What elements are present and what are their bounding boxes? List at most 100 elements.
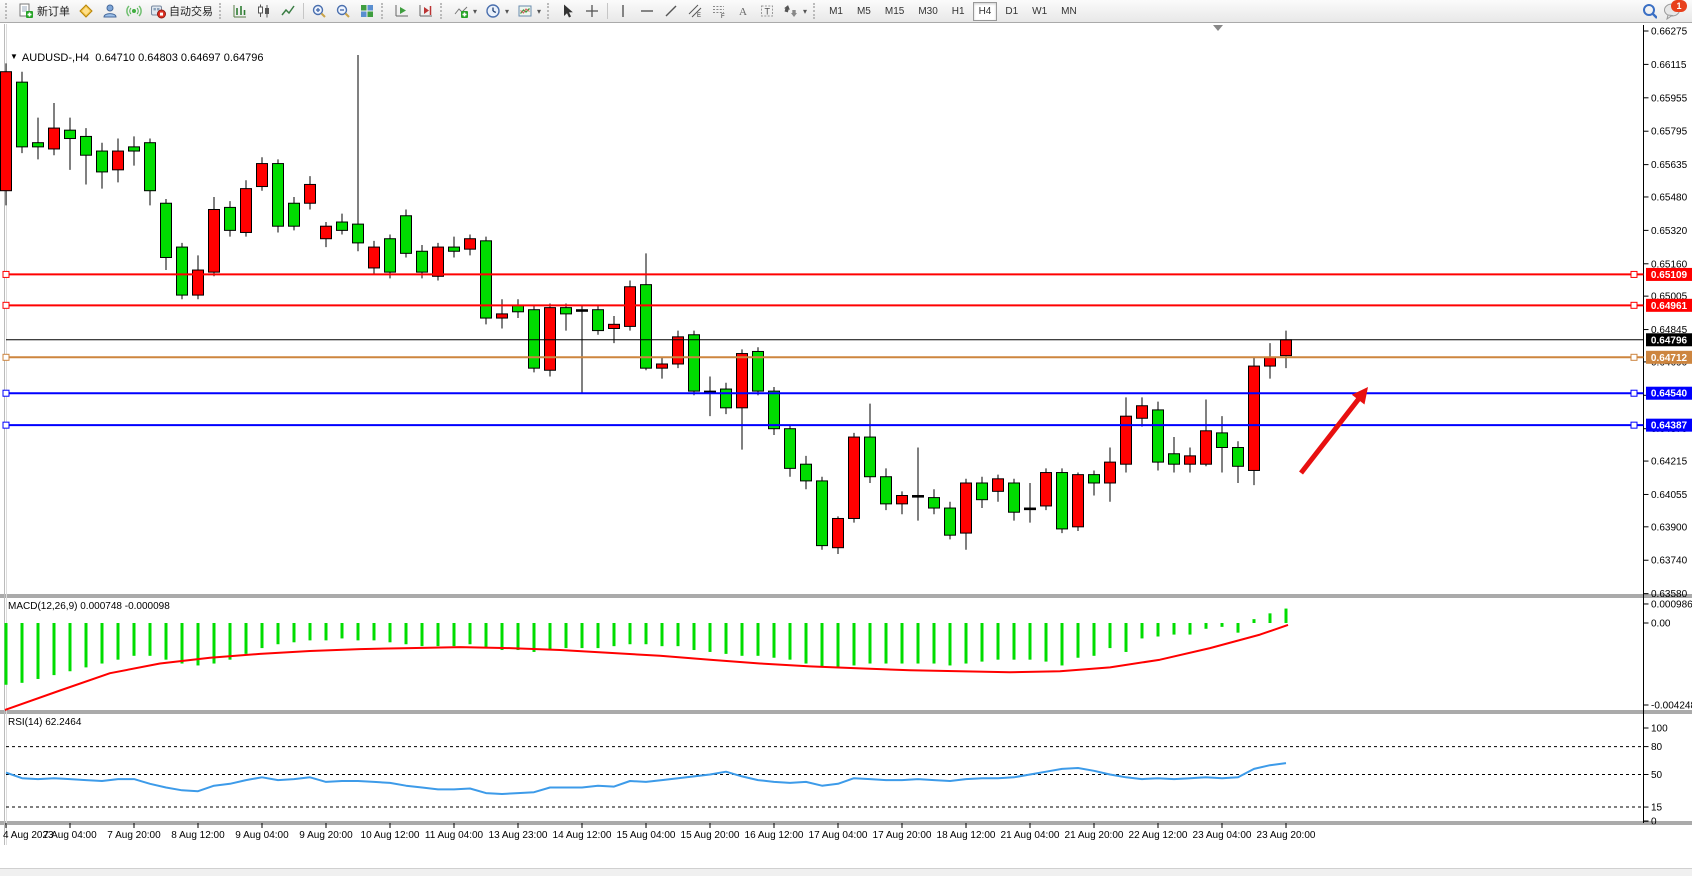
price-tick-label: 0.66115: [1651, 60, 1687, 71]
svg-text:0.64387: 0.64387: [1651, 421, 1688, 432]
timeframe-button-w1[interactable]: W1: [1032, 5, 1048, 17]
timeframe-button-mn[interactable]: MN: [1061, 5, 1077, 17]
candle-bear: [928, 497, 940, 509]
auto-trading-button[interactable]: 自动交易: [146, 1, 217, 22]
candle-bear: [976, 482, 988, 501]
tile-windows-button[interactable]: [355, 1, 379, 22]
arrow-objects-icon: [783, 3, 799, 19]
time-tick-label: 17 Aug 20:00: [873, 830, 932, 841]
candle-bull: [624, 286, 636, 327]
line-chart-mode-button[interactable]: [276, 1, 300, 22]
text-tool-button[interactable]: A: [731, 1, 755, 22]
svg-text:E: E: [697, 13, 701, 19]
cursor-tool-button[interactable]: [556, 1, 580, 22]
macd-tick-label: 0.000986: [1651, 599, 1692, 610]
timeframe-button-h1[interactable]: H1: [951, 5, 965, 17]
search-icon[interactable]: [1641, 3, 1657, 19]
candle-bull: [1280, 339, 1292, 357]
chevron-down-icon: ▾: [473, 6, 478, 16]
trend-arrow-annotation[interactable]: [1299, 387, 1368, 475]
timeframe-button-h4[interactable]: H4: [972, 1, 998, 21]
crosshair-tool-button[interactable]: [580, 1, 604, 22]
line-handle: [2, 353, 10, 361]
periods-button[interactable]: ▾: [481, 1, 513, 22]
candle-bull: [208, 208, 220, 273]
equidistant-channel-icon: E: [687, 3, 703, 19]
chevron-down-icon: ▾: [537, 6, 542, 16]
line-chart-icon: [280, 3, 296, 19]
candle-bear: [1056, 472, 1068, 530]
chart-shift-button[interactable]: [414, 1, 438, 22]
text-icon: A: [735, 3, 751, 19]
macd-pane[interactable]: 0.000986 0.00 -0.004248: [4, 599, 1692, 711]
indicators-button[interactable]: ▾: [449, 1, 481, 22]
zoom-in-icon: [311, 3, 327, 19]
candle-bull: [48, 127, 60, 150]
candlestick-mode-button[interactable]: [252, 1, 276, 22]
rsi-pane[interactable]: 100 80 50 15 0: [5, 724, 1668, 828]
symbol-dropdown-icon[interactable]: ▼: [10, 52, 18, 61]
fibonacci-tool-button[interactable]: F: [707, 1, 731, 22]
market-watch-button[interactable]: [98, 1, 122, 22]
price-tick-label: 0.64845: [1651, 325, 1688, 336]
time-tick-label: 13 Aug 23:00: [489, 830, 548, 841]
notifications-button[interactable]: 1: [1663, 0, 1687, 21]
candle-bull: [1072, 474, 1084, 528]
bar-chart-mode-button[interactable]: [228, 1, 252, 22]
candle-bear: [16, 81, 28, 148]
templates-button[interactable]: ▾: [513, 1, 545, 22]
time-tick-label: 23 Aug 20:00: [1257, 830, 1316, 841]
chevron-down-icon: ▾: [505, 6, 510, 16]
support-resistance-line[interactable]: [2, 301, 1644, 309]
candle-bear: [944, 507, 956, 536]
time-tick-label: 14 Aug 12:00: [553, 830, 612, 841]
arrows-tool-button[interactable]: ▾: [779, 1, 811, 22]
support-resistance-line[interactable]: [2, 270, 1644, 278]
text-label-tool-button[interactable]: T: [755, 1, 779, 22]
new-order-button[interactable]: 新订单: [14, 1, 74, 22]
trader-icon: [102, 3, 118, 19]
candle-bear: [1232, 446, 1244, 467]
candle-bull: [112, 150, 124, 171]
signals-button[interactable]: [122, 1, 146, 22]
support-resistance-line[interactable]: [2, 389, 1644, 397]
horizontal-line-tool-button[interactable]: [635, 1, 659, 22]
candle-bull: [1248, 365, 1260, 471]
vertical-line-icon: [615, 3, 631, 19]
auto-scroll-button[interactable]: [390, 1, 414, 22]
candle-bear: [160, 202, 172, 259]
candle-bear: [128, 146, 140, 152]
candle-bull: [464, 238, 476, 250]
trendline-tool-button[interactable]: [659, 1, 683, 22]
candle-bear: [1152, 409, 1164, 463]
timeframe-button-d1[interactable]: D1: [1005, 5, 1019, 17]
horizontal-line-icon: [639, 3, 655, 19]
timeframe-button-m1[interactable]: M1: [829, 5, 843, 17]
time-tick-label: 22 Aug 12:00: [1129, 830, 1188, 841]
candle-bull: [1264, 357, 1276, 367]
timeframe-button-m30[interactable]: M30: [918, 5, 938, 17]
candle-bear: [336, 221, 348, 231]
vertical-line-tool-button[interactable]: [611, 1, 635, 22]
auto-scroll-icon: [394, 3, 410, 19]
chart-window[interactable]: 0.66275 0.66115 0.65955 0.65795 0.65635 0.654…: [0, 23, 1692, 876]
timeframe-button-m15[interactable]: M15: [884, 5, 905, 17]
support-resistance-line[interactable]: [2, 421, 1644, 429]
zoom-out-button[interactable]: [331, 1, 355, 22]
candle-bull: [672, 336, 684, 365]
svg-text:0.64796: 0.64796: [1651, 335, 1688, 346]
chart-shift-marker[interactable]: [1213, 25, 1223, 31]
support-resistance-line[interactable]: [2, 353, 1644, 361]
price-tick-label: 0.65005: [1651, 292, 1688, 303]
metaeditor-button[interactable]: [74, 1, 98, 22]
time-tick-label: 7 Aug 20:00: [107, 830, 161, 841]
timeframe-button-m5[interactable]: M5: [856, 5, 871, 17]
cursor-arrow-icon: [560, 3, 576, 19]
zoom-in-button[interactable]: [307, 1, 331, 22]
candle-bull: [832, 517, 844, 549]
chart-canvas[interactable]: 0.66275 0.66115 0.65955 0.65795 0.65635 0.654…: [0, 23, 1692, 852]
candle-bear: [720, 388, 732, 409]
channel-tool-button[interactable]: E: [683, 1, 707, 22]
price-tick-label: 0.65320: [1651, 226, 1688, 237]
